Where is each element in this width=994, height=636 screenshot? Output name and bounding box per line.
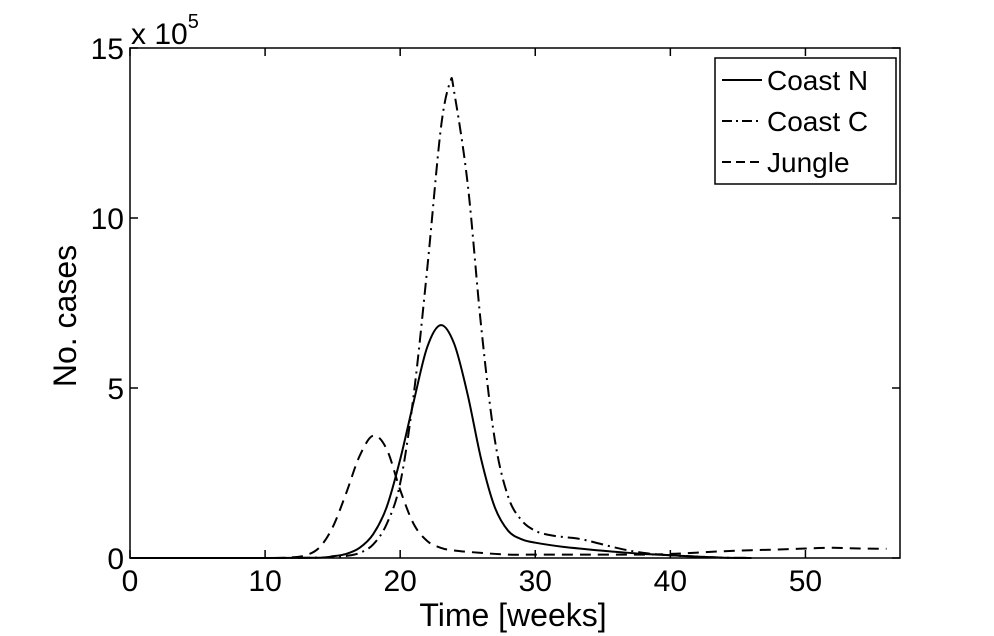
y-axis-label: No. cases xyxy=(47,245,83,387)
y-axis-multiplier-exponent: 5 xyxy=(188,11,199,33)
x-tick-label: 10 xyxy=(248,565,281,598)
y-tick-label: 15 xyxy=(91,33,124,66)
y-axis-multiplier: x 105 xyxy=(131,11,199,51)
series-line-coast-c xyxy=(130,77,752,560)
y-tick-label: 10 xyxy=(91,203,124,236)
y-tick-label: 5 xyxy=(107,373,124,406)
axes: 0 10 20 30 40 50 0 5 10 15 xyxy=(91,33,901,598)
legend-label-coast-c: Coast C xyxy=(767,106,868,137)
x-tick-label: 50 xyxy=(789,565,822,598)
x-tick-label: 30 xyxy=(519,565,552,598)
x-tick-label: 20 xyxy=(383,565,416,598)
legend-label-jungle: Jungle xyxy=(767,147,850,178)
legend-label-coast-n: Coast N xyxy=(767,65,868,96)
series-line-coast-n xyxy=(130,324,752,560)
y-tick-label: 0 xyxy=(107,543,124,576)
legend: Coast N Coast C Jungle xyxy=(714,57,897,185)
y-axis-multiplier-base: x 10 xyxy=(131,18,188,51)
axis-labels: Time [weeks] No. cases x 105 xyxy=(47,11,607,633)
x-tick-label: 40 xyxy=(654,565,687,598)
x-axis-label: Time [weeks] xyxy=(419,597,606,633)
x-tick-label: 0 xyxy=(122,565,139,598)
plot-frame xyxy=(129,47,901,559)
plot-area xyxy=(130,77,887,560)
